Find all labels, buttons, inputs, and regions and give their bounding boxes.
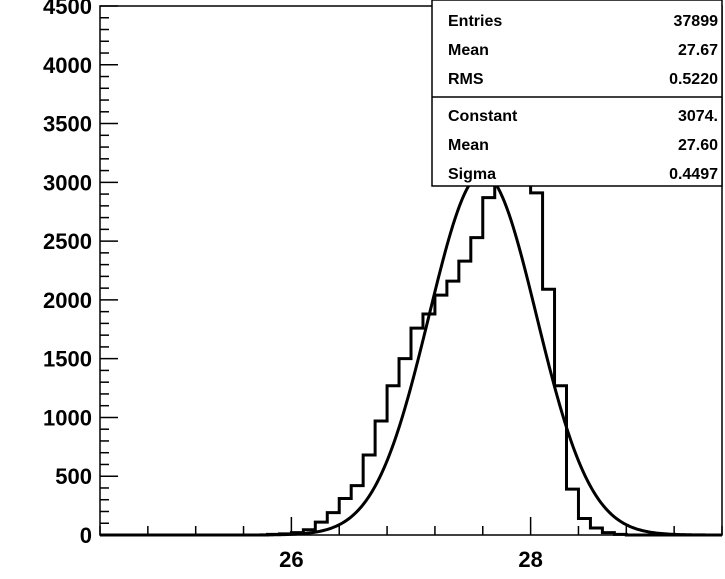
y-tick-label: 4000	[43, 53, 92, 78]
stats-entry-value: 27.67	[678, 42, 718, 59]
fit-param-value: 27.60	[678, 137, 718, 154]
y-tick-label: 2500	[43, 229, 92, 254]
stats-entry-value: 0.5220	[669, 71, 718, 88]
y-tick-label: 1000	[43, 405, 92, 430]
stats-box-frame	[431, 0, 723, 187]
fit-param-label: Sigma	[448, 166, 496, 183]
fit-param-label: Mean	[448, 137, 489, 154]
y-tick-label: 1500	[43, 347, 92, 372]
tick-labels: 0 500 1000 1500 2000 2500 3000 3500 4000 4500 26 28	[43, 0, 543, 572]
y-tick-label: 2000	[43, 288, 92, 313]
stats-entry-label: Mean	[448, 42, 489, 59]
stats-entry-label: Entries	[448, 13, 502, 30]
gaussian-fit-series	[100, 172, 722, 537]
fit-param-value: 0.4497	[669, 166, 718, 183]
stats-entry-value: 37899	[674, 13, 719, 30]
y-tick-label: 4500	[43, 0, 92, 19]
fit-param-value: 3074.	[678, 108, 718, 125]
x-tick-label: 26	[279, 547, 303, 572]
y-tick-label: 3500	[43, 112, 92, 137]
stats-box: Entries 37899 Mean 27.67 RMS 0.5220 Constant 30…	[431, 0, 723, 187]
fit-param-label: Constant	[448, 108, 518, 125]
stats-entry-label: RMS	[448, 71, 484, 88]
y-tick-label: 0	[80, 523, 92, 548]
plot-frame	[99, 5, 723, 536]
gaussian-fit-curve	[100, 172, 722, 537]
y-tick-label: 3000	[43, 170, 92, 195]
x-tick-label: 28	[518, 547, 542, 572]
y-tick-label: 500	[55, 464, 92, 489]
